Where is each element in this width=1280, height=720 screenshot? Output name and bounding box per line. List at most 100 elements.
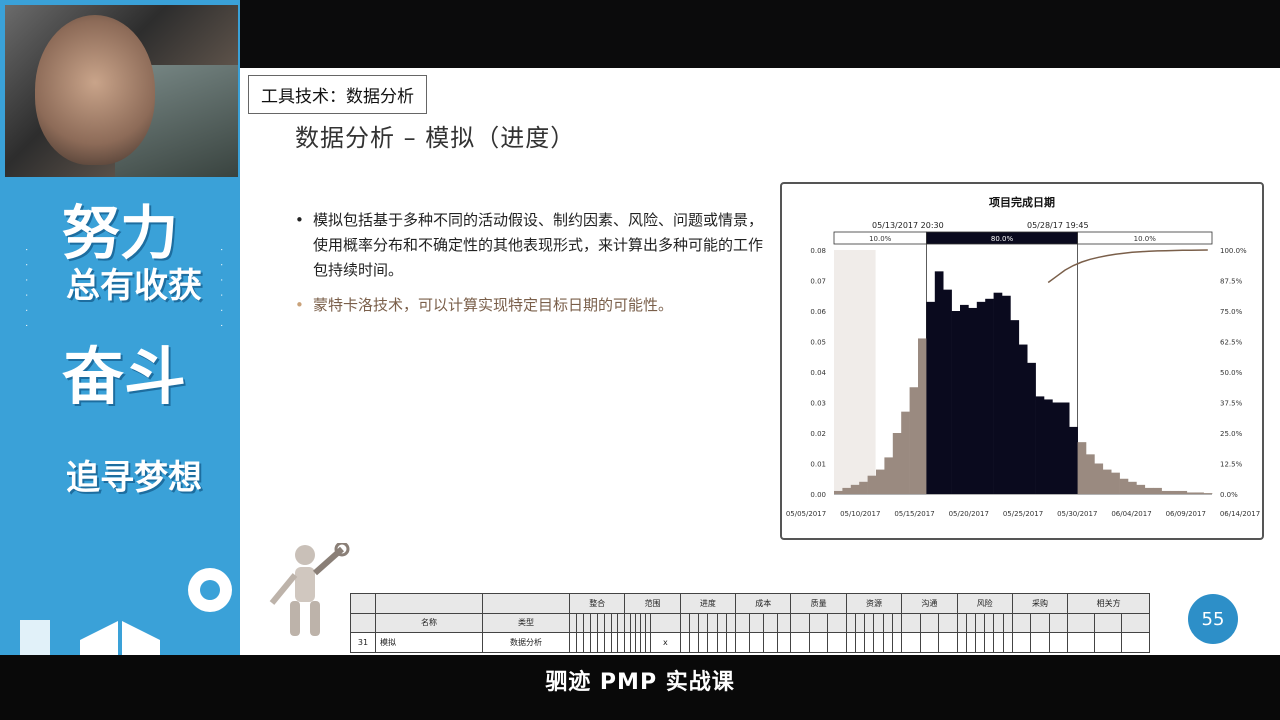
promo-line-4: 追寻梦想 bbox=[66, 458, 202, 498]
histogram-bar bbox=[1052, 402, 1062, 494]
table-cell bbox=[1011, 632, 1032, 653]
histogram-bar bbox=[1035, 396, 1045, 494]
table-group-header: 质量 bbox=[790, 593, 847, 614]
x-tick-label: 06/09/2017 bbox=[1166, 510, 1206, 518]
table-cell bbox=[596, 632, 605, 653]
table-cell bbox=[610, 612, 619, 634]
table-cell bbox=[882, 612, 893, 634]
promo-line-3: 奋斗 bbox=[62, 340, 187, 413]
table-cell bbox=[873, 612, 884, 634]
histogram-bar bbox=[1170, 490, 1179, 494]
x-tick-label: 05/10/2017 bbox=[840, 510, 880, 518]
histogram-bar bbox=[892, 433, 902, 494]
bar-layer bbox=[834, 271, 1213, 494]
section-tag: 工具技术：数据分析 bbox=[248, 75, 427, 114]
y-tick-label: 0.07 bbox=[810, 278, 826, 286]
table-cell bbox=[776, 612, 792, 634]
table-cell: x bbox=[650, 632, 681, 653]
header-name: 名称 bbox=[375, 612, 483, 634]
table-cell bbox=[1002, 632, 1013, 653]
histogram-bar bbox=[960, 304, 969, 494]
y-tick-label: 0.03 bbox=[810, 400, 826, 408]
table-group-header: 成本 bbox=[735, 593, 792, 614]
bullet-text: 蒙特卡洛技术，可以计算实现特定目标日期的可能性。 bbox=[313, 296, 674, 314]
table-cell bbox=[938, 612, 958, 634]
y2-tick-label: 12.5% bbox=[1220, 461, 1243, 469]
table-cell bbox=[790, 632, 810, 653]
table-group-header: 风险 bbox=[956, 593, 1013, 614]
table-cell bbox=[1121, 612, 1150, 634]
row-type: 数据分析 bbox=[482, 632, 570, 653]
histogram-bar bbox=[926, 301, 936, 494]
cumulative-curve bbox=[1047, 249, 1208, 284]
histogram-bar bbox=[1111, 472, 1120, 494]
table-group-header: 整合 bbox=[568, 593, 626, 614]
table-group-header: 进度 bbox=[679, 593, 737, 614]
table-cell bbox=[716, 612, 727, 634]
histogram-bar bbox=[1002, 295, 1011, 494]
histogram-bar bbox=[1010, 320, 1020, 494]
histogram-bar bbox=[1161, 490, 1171, 494]
histogram-bar bbox=[867, 475, 877, 494]
histogram-bar bbox=[876, 469, 885, 494]
table-cell bbox=[698, 612, 709, 634]
histogram-bar bbox=[1136, 484, 1146, 494]
histogram-bar bbox=[1094, 463, 1104, 494]
histogram-bar bbox=[985, 298, 994, 494]
table-cell bbox=[1011, 612, 1032, 634]
y-tick-label: 0.08 bbox=[810, 247, 826, 255]
histogram-bar bbox=[1195, 492, 1204, 494]
table-cell bbox=[716, 632, 727, 653]
y-tick-label: 0.02 bbox=[810, 430, 826, 438]
table-cell bbox=[748, 612, 764, 634]
table-cell bbox=[707, 612, 718, 634]
histogram-bar bbox=[943, 289, 952, 494]
band-label: 80.0% bbox=[991, 235, 1014, 243]
histogram-bar bbox=[1153, 487, 1162, 494]
table-cell bbox=[956, 632, 967, 653]
histogram-bar bbox=[1086, 454, 1095, 494]
table-cell bbox=[1121, 632, 1150, 653]
table-cell bbox=[864, 632, 875, 653]
chart-panel: 项目完成日期 05/13/2017 20:30 05/28/17 19:45 1… bbox=[780, 182, 1264, 540]
table-cell bbox=[725, 632, 737, 653]
table-cell bbox=[827, 612, 847, 634]
y-tick-label: 0.01 bbox=[810, 461, 826, 469]
table-cell bbox=[965, 632, 976, 653]
y2-tick-label: 25.0% bbox=[1220, 430, 1243, 438]
table-cell bbox=[582, 612, 591, 634]
histogram-bar bbox=[1178, 490, 1188, 494]
table-cell bbox=[974, 612, 986, 634]
histogram-bar bbox=[1203, 493, 1213, 494]
promo-banner: ······ 努力 总有收获 奋斗 追寻梦想 ······ bbox=[0, 178, 240, 558]
header-type: 类型 bbox=[482, 612, 570, 634]
table-group-header: 资源 bbox=[845, 593, 903, 614]
table-cell bbox=[984, 632, 995, 653]
row-index: 31 bbox=[350, 632, 376, 653]
histogram-bar bbox=[834, 490, 843, 494]
table-cell bbox=[919, 612, 940, 634]
table-cell bbox=[762, 612, 778, 634]
left-sidebar: ······ 努力 总有收获 奋斗 追寻梦想 ······ bbox=[0, 0, 240, 700]
histogram-bar bbox=[918, 338, 927, 494]
table-cell bbox=[644, 632, 652, 653]
table-cell bbox=[596, 612, 605, 634]
table-cell bbox=[901, 612, 921, 634]
table-cell bbox=[610, 632, 619, 653]
y2-tick-label: 50.0% bbox=[1220, 369, 1243, 377]
x-tick-label: 05/20/2017 bbox=[949, 510, 989, 518]
x-tick-label: 05/25/2017 bbox=[1003, 510, 1043, 518]
table-cell bbox=[1030, 632, 1050, 653]
table-cell bbox=[1048, 632, 1069, 653]
completion-date-chart: 项目完成日期 05/13/2017 20:30 05/28/17 19:45 1… bbox=[786, 195, 1260, 518]
histogram-bar bbox=[976, 301, 986, 494]
bullet-dot-icon: • bbox=[295, 211, 304, 229]
table-cell bbox=[882, 632, 893, 653]
histogram-bar bbox=[968, 307, 978, 494]
table-cell bbox=[650, 612, 681, 634]
histogram-bar bbox=[1044, 399, 1053, 494]
bullet-text: 模拟包括基于多种不同的活动假设、制约因素、风险、问题或情景，使用概率分布和不确定… bbox=[313, 211, 764, 279]
table-cell bbox=[965, 612, 976, 634]
y2-tick-label: 0.0% bbox=[1220, 491, 1238, 499]
table-cell bbox=[873, 632, 884, 653]
